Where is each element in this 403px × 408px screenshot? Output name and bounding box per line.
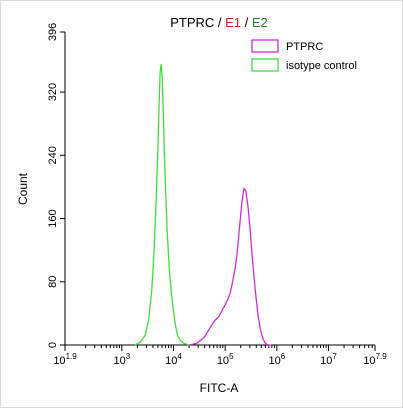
x-tick-label: 107 [320, 352, 337, 367]
y-tick-label: 320 [47, 83, 59, 101]
x-tick-label: 107.9 [363, 352, 387, 367]
legend: PTPRC isotype control [251, 39, 357, 72]
legend-label: PTPRC [286, 41, 323, 53]
y-tick-label: 240 [47, 146, 59, 164]
legend-label: isotype control [286, 60, 357, 72]
x-tick-label: 101.9 [53, 352, 77, 367]
y-tick-label: 0 [47, 342, 59, 348]
series-layer [134, 63, 272, 346]
x-axis-label: FITC-A [200, 381, 239, 395]
x-axis-ticks: 101.9 103 104 105 106 107 107.9 [53, 345, 387, 367]
title-part: E2 [252, 15, 268, 30]
series-line-isotype-control [134, 63, 190, 346]
x-tick-label: 105 [217, 352, 234, 367]
title-part: E1 [225, 15, 241, 30]
series-line-ptprc [188, 187, 272, 346]
y-tick-label: 396 [47, 23, 59, 41]
y-axis-label: Count [16, 172, 30, 205]
title-part: / [214, 15, 225, 30]
chart-title: PTPRC / E1 / E2 [170, 15, 268, 30]
y-tick-label: 80 [47, 276, 59, 288]
x-tick-label: 103 [113, 352, 130, 367]
y-axis-ticks: 0 80 160 240 320 396 [47, 23, 65, 348]
y-tick-label: 160 [47, 209, 59, 227]
legend-swatch [251, 58, 279, 72]
x-tick-label: 104 [165, 352, 182, 367]
legend-swatch [251, 39, 279, 53]
x-tick-label: 106 [268, 352, 285, 367]
title-part: / [241, 15, 252, 30]
title-part: PTPRC [170, 15, 214, 30]
